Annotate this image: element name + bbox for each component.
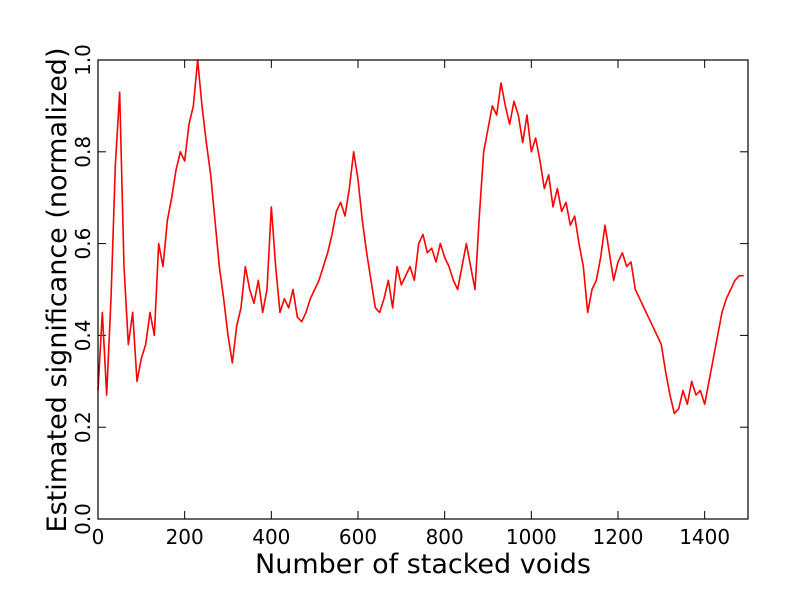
x-tick-label: 1200: [593, 525, 644, 549]
x-tick-label: 200: [166, 525, 204, 549]
x-axis-label: Number of stacked voids: [255, 549, 591, 580]
y-tick-label: 0.0: [71, 503, 95, 535]
plot-frame: [97, 59, 749, 520]
x-tick-label: 1000: [506, 525, 557, 549]
y-axis-label: Estimated significance (normalized): [42, 48, 73, 533]
y-tick-label: 0.8: [71, 136, 95, 168]
y-tick-label: 0.6: [71, 228, 95, 260]
x-tick-label: 0: [92, 525, 105, 549]
y-tick-label: 0.4: [71, 319, 95, 351]
y-tick-label: 1.0: [71, 44, 95, 76]
x-tick-label: 800: [426, 525, 464, 549]
x-tick-label: 400: [252, 525, 290, 549]
x-tick-label: 600: [339, 525, 377, 549]
x-tick-label: 1400: [679, 525, 730, 549]
data-line: [97, 59, 744, 415]
y-tick-label: 0.2: [71, 411, 95, 443]
